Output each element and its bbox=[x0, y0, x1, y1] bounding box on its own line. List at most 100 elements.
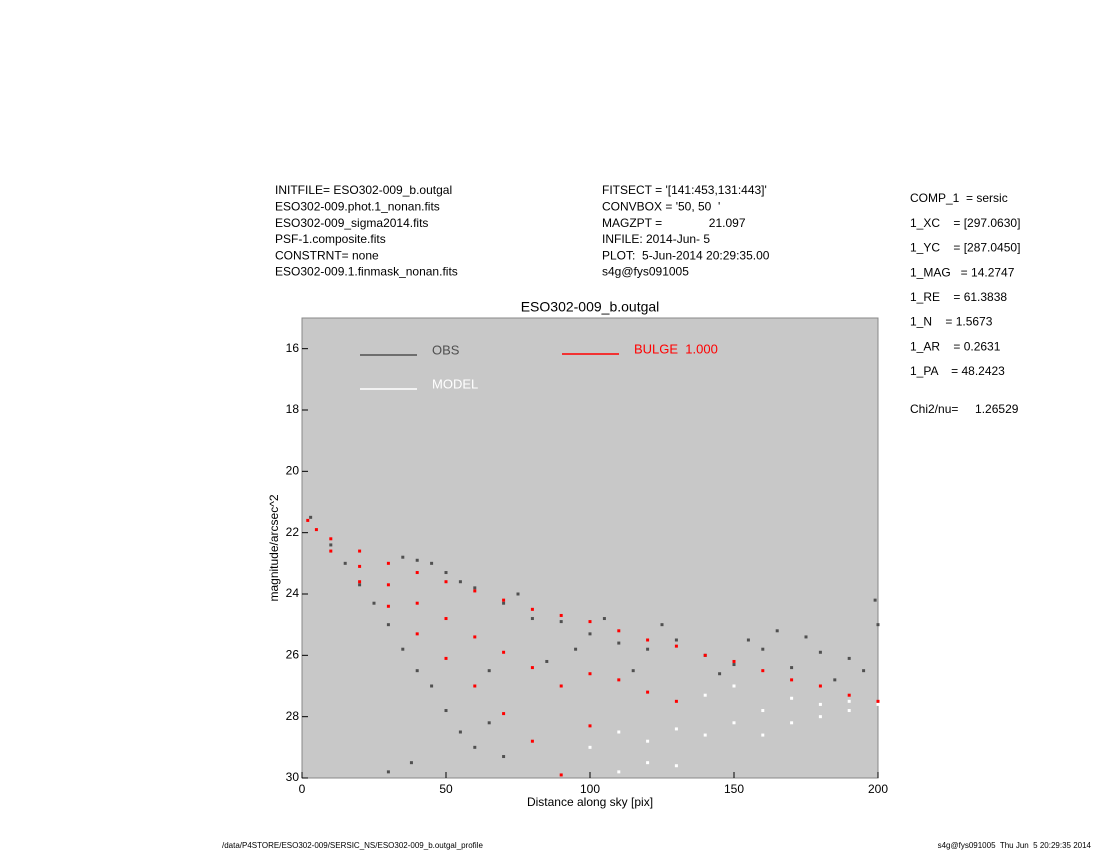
data-point bbox=[588, 724, 592, 728]
data-point bbox=[847, 693, 851, 697]
data-point bbox=[646, 761, 650, 765]
x-tick-label: 50 bbox=[439, 782, 453, 796]
data-point bbox=[329, 543, 333, 547]
data-point bbox=[530, 617, 534, 621]
data-point bbox=[732, 663, 736, 667]
data-point bbox=[502, 755, 506, 759]
data-point bbox=[818, 715, 822, 719]
data-point bbox=[386, 770, 390, 774]
data-point bbox=[746, 638, 750, 642]
data-point bbox=[804, 635, 808, 639]
header-middle-line: PLOT: 5-Jun-2014 20:29:35.00 bbox=[602, 248, 770, 262]
header-middle-line: s4g@fys091005 bbox=[602, 265, 689, 279]
data-point bbox=[818, 702, 822, 706]
data-point bbox=[775, 629, 779, 633]
data-point bbox=[559, 684, 563, 688]
fit-parameter: 1_N = 1.5673 bbox=[910, 315, 993, 329]
data-point bbox=[674, 764, 678, 768]
fit-parameter: 1_RE = 61.3838 bbox=[910, 290, 1007, 304]
data-point bbox=[415, 558, 419, 562]
data-point bbox=[386, 604, 390, 608]
y-tick-label: 28 bbox=[286, 709, 300, 723]
data-point bbox=[516, 592, 520, 596]
fit-parameter: 1_PA = 48.2423 bbox=[910, 364, 1005, 378]
y-tick-label: 22 bbox=[286, 525, 300, 539]
data-point bbox=[306, 518, 310, 522]
data-point bbox=[386, 623, 390, 627]
data-point bbox=[487, 721, 491, 725]
data-point bbox=[502, 650, 506, 654]
data-point bbox=[602, 617, 606, 621]
data-point bbox=[631, 669, 635, 673]
data-point bbox=[444, 580, 448, 584]
x-tick-label: 200 bbox=[868, 782, 888, 796]
header-left-line: PSF-1.composite.fits bbox=[275, 232, 386, 246]
data-point bbox=[502, 598, 506, 602]
legend-label: MODEL bbox=[432, 376, 478, 391]
data-point bbox=[588, 632, 592, 636]
data-point bbox=[415, 601, 419, 605]
data-point bbox=[458, 730, 462, 734]
data-point bbox=[401, 555, 405, 559]
data-point bbox=[790, 678, 794, 682]
data-point bbox=[876, 699, 880, 703]
data-point bbox=[545, 659, 549, 663]
data-point bbox=[358, 549, 362, 553]
data-point bbox=[732, 721, 736, 725]
data-point bbox=[761, 647, 765, 651]
data-point bbox=[646, 690, 650, 694]
fit-parameter: 1_AR = 0.2631 bbox=[910, 339, 1001, 353]
header-middle-line: FITSECT = '[141:453,131:443]' bbox=[602, 183, 767, 197]
data-point bbox=[487, 669, 491, 673]
data-point bbox=[444, 617, 448, 621]
data-point bbox=[646, 739, 650, 743]
data-point bbox=[790, 696, 794, 700]
header-left-line: ESO302-009_sigma2014.fits bbox=[275, 216, 428, 230]
data-point bbox=[415, 669, 419, 673]
data-point bbox=[309, 515, 313, 519]
footer-left: /data/P4STORE/ESO302-009/SERSIC_NS/ESO30… bbox=[222, 841, 483, 850]
data-point bbox=[761, 669, 765, 673]
data-point bbox=[444, 571, 448, 575]
header-left-line: ESO302-009.1.finmask_nonan.fits bbox=[275, 265, 458, 279]
data-point bbox=[401, 647, 405, 651]
data-point bbox=[502, 712, 506, 716]
data-point bbox=[314, 528, 318, 532]
fit-parameter: 1_MAG = 14.2747 bbox=[910, 265, 1015, 279]
data-point bbox=[559, 620, 563, 624]
data-point bbox=[559, 613, 563, 617]
y-tick-label: 26 bbox=[286, 648, 300, 662]
data-point bbox=[873, 598, 877, 602]
data-point bbox=[847, 709, 851, 713]
data-point bbox=[617, 678, 621, 682]
footer-right: s4g@fys091005 Thu Jun 5 20:29:35 2014 bbox=[938, 841, 1092, 850]
data-point bbox=[876, 623, 880, 627]
data-point bbox=[409, 761, 413, 765]
data-point bbox=[358, 583, 362, 587]
data-point bbox=[862, 669, 866, 673]
data-point bbox=[559, 773, 563, 777]
header-left-line: ESO302-009.phot.1_nonan.fits bbox=[275, 199, 440, 213]
data-point bbox=[329, 537, 333, 541]
x-tick-label: 150 bbox=[724, 782, 744, 796]
header-middle-line: INFILE: 2014-Jun- 5 bbox=[602, 232, 710, 246]
data-point bbox=[847, 656, 851, 660]
data-point bbox=[502, 601, 506, 605]
header-middle-line: MAGZPT = 21.097 bbox=[602, 216, 746, 230]
plot-area bbox=[301, 317, 879, 779]
data-point bbox=[358, 564, 362, 568]
data-point bbox=[833, 678, 837, 682]
y-tick-label: 18 bbox=[286, 402, 300, 416]
data-point bbox=[732, 684, 736, 688]
data-point bbox=[674, 644, 678, 648]
data-point bbox=[574, 647, 578, 651]
legend-label: OBS bbox=[432, 342, 460, 357]
data-point bbox=[473, 684, 477, 688]
data-point bbox=[761, 709, 765, 713]
data-point bbox=[473, 635, 477, 639]
fit-parameter: COMP_1 = sersic bbox=[910, 191, 1008, 205]
data-point bbox=[430, 684, 434, 688]
data-point bbox=[617, 629, 621, 633]
data-point bbox=[473, 589, 477, 593]
header-left-line: INITFILE= ESO302-009_b.outgal bbox=[275, 183, 452, 197]
